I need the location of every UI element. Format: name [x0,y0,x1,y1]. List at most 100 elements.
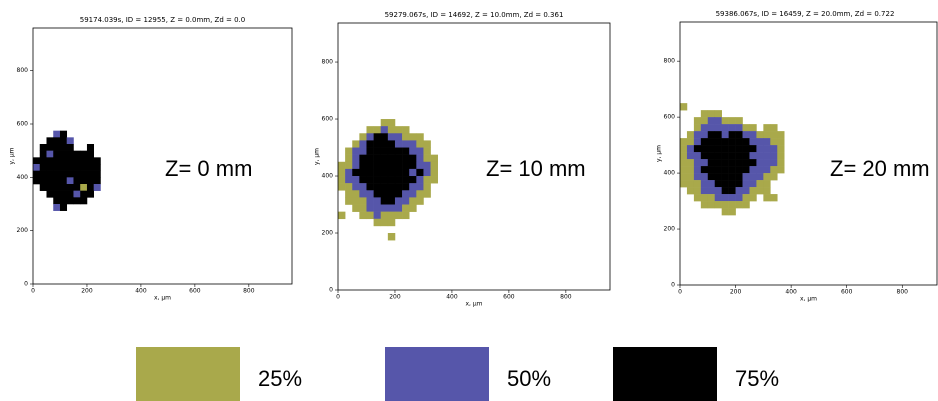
cell [756,159,764,167]
cell [66,177,74,185]
cell [686,131,695,139]
cell [770,159,778,167]
cell [680,145,688,153]
cell [387,161,396,170]
cell [86,190,95,198]
cell [409,190,417,198]
cell [763,131,771,139]
cell [80,150,88,158]
cell [33,177,41,185]
cell [53,137,61,145]
cell [66,184,74,191]
y-tick-label: 200 [664,226,676,233]
cell [756,187,764,195]
x-tick-label: 200 [730,289,742,296]
annotation: Z= 20 mm [830,156,930,181]
x-tick-label: 200 [81,288,93,295]
cell [680,173,688,181]
cell [777,145,785,153]
cell [59,150,68,158]
cell [763,166,771,174]
cell [80,184,88,191]
cell [735,194,743,202]
cell [728,117,736,125]
cell [387,168,396,177]
cell [749,159,757,167]
cell [735,152,743,160]
cell [394,211,403,220]
cell [714,131,722,139]
cell [359,133,367,141]
cell [749,180,757,188]
cell [345,190,353,198]
cell [373,154,382,163]
cell [409,183,417,191]
cell [721,131,729,139]
cell [714,145,722,153]
cell [366,190,374,198]
cell [53,164,61,171]
cell [714,201,722,209]
x-tick-label: 800 [560,294,572,301]
cell [73,164,81,171]
cell [707,166,716,174]
cell [86,144,95,151]
cell [423,161,431,170]
cell [387,211,396,220]
cell [373,197,382,205]
cell [73,184,81,191]
y-tick-label: 800 [17,67,29,74]
cell [366,176,374,184]
cell [402,133,410,141]
cell [700,145,709,153]
cell [700,152,709,160]
cell [366,126,374,134]
cell [402,204,410,212]
y-tick-label: 200 [17,227,29,234]
cell [409,133,417,141]
cell [714,117,722,125]
cell [735,145,743,153]
cell [39,164,47,171]
cell [59,144,68,151]
cell [359,183,367,191]
cell [763,145,771,153]
cell [707,159,716,167]
cell [73,150,81,158]
cell [693,138,702,146]
cell [80,164,88,171]
cell [735,166,743,174]
cell [73,197,81,205]
cell [380,154,389,163]
cell [80,190,88,198]
cell [416,197,424,205]
cell [394,197,403,205]
cell [728,194,736,202]
cell [714,110,722,118]
cell [402,126,410,134]
cell [700,138,709,146]
cell [735,124,743,132]
cell [338,211,346,220]
y-tick-label: 0 [329,287,333,294]
cell [53,130,61,138]
cell [756,180,764,188]
y-tick-label: 0 [671,282,675,289]
cell [423,168,431,177]
cell [728,131,736,139]
cell [728,187,736,195]
cell [763,187,771,195]
cell [735,117,743,125]
cell [380,204,389,212]
cell [53,190,61,198]
cell [700,159,709,167]
cell [53,144,61,151]
cell [756,138,764,146]
cell [430,161,438,170]
cell [352,147,360,155]
cell [756,152,764,160]
cell [749,145,757,153]
cell [352,204,360,212]
cell [721,124,729,132]
cell [366,154,374,163]
